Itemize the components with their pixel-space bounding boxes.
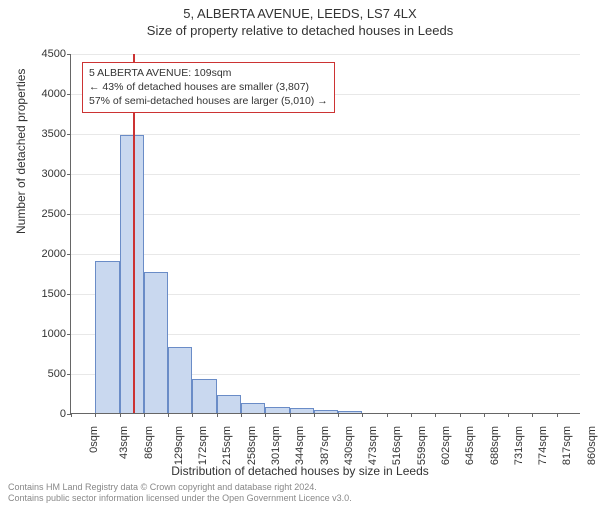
x-tick-label: 215sqm	[222, 426, 234, 465]
x-tick	[168, 413, 169, 417]
gridline	[71, 134, 580, 135]
x-tick	[95, 413, 96, 417]
x-tick-label: 43sqm	[118, 426, 130, 459]
y-tick	[67, 214, 71, 215]
x-tick	[362, 413, 363, 417]
x-tick	[557, 413, 558, 417]
x-tick-label: 688sqm	[489, 426, 501, 465]
x-tick	[532, 413, 533, 417]
x-tick	[120, 413, 121, 417]
annotation-line: 5 ALBERTA AVENUE: 109sqm	[89, 66, 328, 80]
y-tick	[67, 134, 71, 135]
x-tick-label: 817sqm	[562, 426, 574, 465]
histogram-bar	[168, 347, 192, 413]
x-tick-label: 129sqm	[173, 426, 185, 465]
x-tick-label: 731sqm	[513, 426, 525, 465]
x-tick-label: 860sqm	[586, 426, 598, 465]
y-tick	[67, 374, 71, 375]
histogram-bar	[314, 410, 338, 413]
x-tick	[508, 413, 509, 417]
x-tick-label: 473sqm	[367, 426, 379, 465]
x-tick-label: 344sqm	[294, 426, 306, 465]
x-tick	[290, 413, 291, 417]
y-tick-label: 3500	[26, 128, 66, 140]
gridline	[71, 254, 580, 255]
x-tick-label: 172sqm	[197, 426, 209, 465]
y-tick	[67, 294, 71, 295]
histogram-bar	[265, 407, 289, 413]
x-tick-label: 430sqm	[343, 426, 355, 465]
x-tick	[192, 413, 193, 417]
y-tick	[67, 254, 71, 255]
x-tick-label: 602sqm	[440, 426, 452, 465]
histogram-bar	[338, 411, 362, 413]
footer-line1: Contains HM Land Registry data © Crown c…	[8, 482, 352, 493]
x-tick-label: 559sqm	[416, 426, 428, 465]
page-title-line2: Size of property relative to detached ho…	[0, 23, 600, 38]
y-tick	[67, 54, 71, 55]
y-tick	[67, 334, 71, 335]
x-tick	[387, 413, 388, 417]
y-tick-label: 4500	[26, 48, 66, 60]
x-tick-label: 0sqm	[88, 426, 100, 453]
x-tick	[338, 413, 339, 417]
y-tick-label: 4000	[26, 88, 66, 100]
x-tick	[411, 413, 412, 417]
histogram-bar	[241, 403, 265, 413]
x-tick-label: 258sqm	[246, 426, 258, 465]
histogram-bar	[95, 261, 119, 413]
y-tick-label: 1000	[26, 328, 66, 340]
y-tick-label: 2500	[26, 208, 66, 220]
footer-attribution: Contains HM Land Registry data © Crown c…	[8, 482, 352, 504]
y-tick-label: 500	[26, 368, 66, 380]
gridline	[71, 54, 580, 55]
histogram-bar	[192, 379, 216, 413]
annotation-line: 57% of semi-detached houses are larger (…	[89, 94, 328, 108]
y-tick-label: 2000	[26, 248, 66, 260]
x-tick-label: 301sqm	[270, 426, 282, 465]
x-tick-label: 86sqm	[143, 426, 155, 459]
x-tick-label: 645sqm	[464, 426, 476, 465]
x-tick	[314, 413, 315, 417]
property-annotation-box: 5 ALBERTA AVENUE: 109sqm← 43% of detache…	[82, 62, 335, 113]
x-tick	[217, 413, 218, 417]
x-tick	[435, 413, 436, 417]
x-tick-label: 516sqm	[392, 426, 404, 465]
histogram-bar	[217, 395, 241, 413]
y-tick-label: 3000	[26, 168, 66, 180]
page-title-line1: 5, ALBERTA AVENUE, LEEDS, LS7 4LX	[0, 6, 600, 21]
x-tick-label: 774sqm	[537, 426, 549, 465]
histogram-bar	[290, 408, 314, 413]
gridline	[71, 214, 580, 215]
gridline	[71, 174, 580, 175]
x-tick	[484, 413, 485, 417]
x-tick	[144, 413, 145, 417]
x-tick	[460, 413, 461, 417]
footer-line2: Contains public sector information licen…	[8, 493, 352, 504]
y-tick	[67, 94, 71, 95]
x-tick	[265, 413, 266, 417]
x-tick	[241, 413, 242, 417]
y-tick-label: 0	[26, 408, 66, 420]
x-tick-label: 387sqm	[319, 426, 331, 465]
annotation-line: ← 43% of detached houses are smaller (3,…	[89, 80, 328, 94]
x-tick	[71, 413, 72, 417]
y-tick	[67, 174, 71, 175]
y-tick-label: 1500	[26, 288, 66, 300]
x-axis-label: Distribution of detached houses by size …	[0, 464, 600, 478]
histogram-bar	[144, 272, 168, 413]
